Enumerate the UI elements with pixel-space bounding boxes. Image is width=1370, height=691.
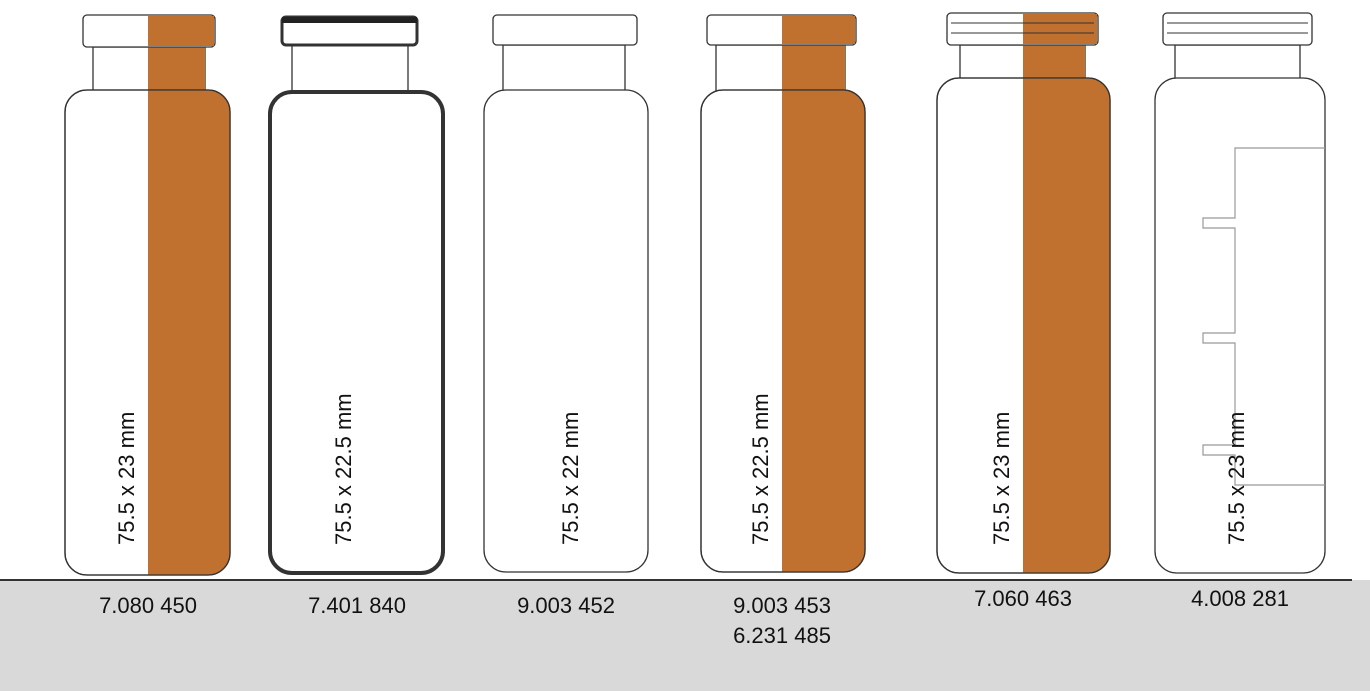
amber-neck: [782, 45, 845, 94]
vial-outline: [936, 77, 1111, 574]
vial-body: [483, 89, 649, 573]
amber-cap: [782, 16, 855, 44]
vial-outline: [700, 89, 866, 573]
vial-outline: [64, 89, 231, 576]
amber-neck: [148, 47, 205, 94]
vial-body: [1154, 77, 1326, 574]
code-band: [0, 580, 1370, 691]
article-code: 7.060 463: [974, 586, 1072, 611]
vial-size: 75.5 x 23 mm: [989, 412, 1014, 545]
cap-top: [282, 17, 417, 23]
amber-cap: [148, 16, 214, 46]
amber-body: [782, 90, 865, 572]
vial-neck: [1174, 44, 1301, 83]
article-code: 7.401 840: [308, 593, 406, 618]
article-code: 6.231 485: [733, 623, 831, 648]
amber-body: [148, 90, 230, 575]
vial-size: 75.5 x 22 mm: [558, 412, 583, 545]
amber-body: [1023, 78, 1110, 573]
vial: 75.5 x 22.5 mm 9.003 453 6.231 485: [700, 14, 866, 648]
vial: 75.5 x 22.5 mm 7.401 840: [268, 15, 445, 618]
vial-size: 75.5 x 23 mm: [1224, 412, 1249, 545]
vial-neck: [502, 44, 626, 95]
vial: 75.5 x 22 mm 9.003 452: [483, 14, 649, 618]
amber-neck: [1023, 45, 1085, 82]
vial-cap: [1162, 12, 1313, 46]
vial-size: 75.5 x 23 mm: [114, 412, 139, 545]
vials: 75.5 x 23 mm 7.080 450 75.5 x 22.5 mm 7.401…: [64, 12, 1326, 648]
amber-cap: [1023, 14, 1097, 44]
vial: 75.5 x 23 mm 4.008 281: [1154, 12, 1326, 611]
label-bracket: [1202, 147, 1325, 486]
article-code: 4.008 281: [1191, 586, 1289, 611]
vial-size: 75.5 x 22.5 mm: [748, 393, 773, 545]
vial-cap: [492, 14, 638, 46]
article-code: 9.003 453: [733, 593, 831, 618]
vial-size: 75.5 x 22.5 mm: [331, 393, 356, 545]
vial-body: [268, 90, 445, 575]
vial-neck: [291, 44, 409, 97]
article-code: 7.080 450: [99, 593, 197, 618]
vial: 75.5 x 23 mm 7.080 450: [64, 14, 231, 618]
vial: 75.5 x 23 mm 7.060 463: [936, 12, 1111, 611]
article-code: 9.003 452: [517, 593, 615, 618]
